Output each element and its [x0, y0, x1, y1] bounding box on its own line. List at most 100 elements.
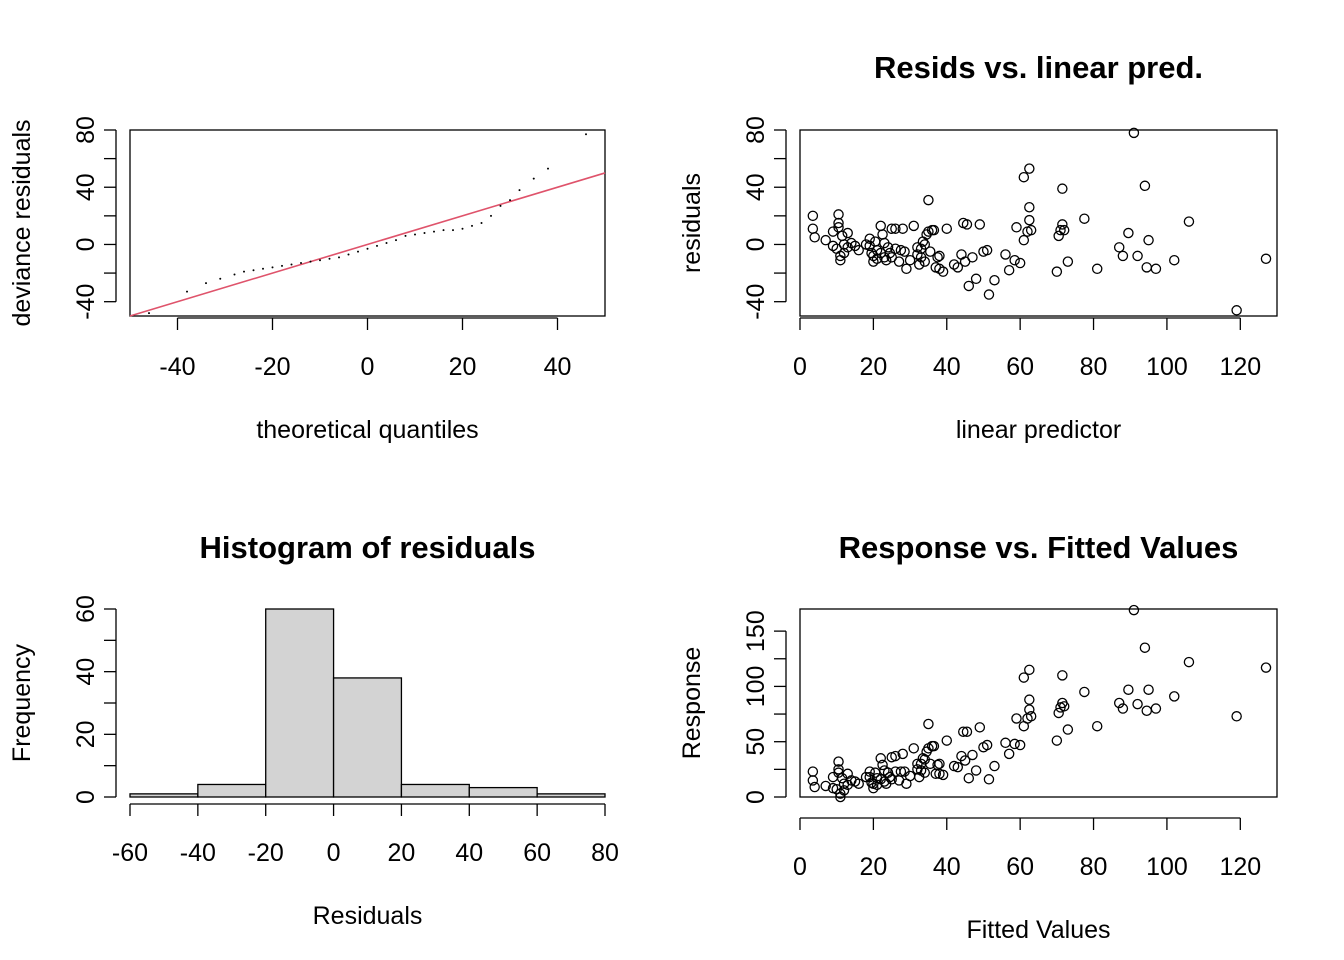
qq-point [309, 260, 312, 263]
histogram-bar [265, 608, 335, 798]
chart-title: Response vs. Fitted Values [839, 530, 1239, 565]
scatter-point [875, 220, 886, 232]
marks [129, 608, 606, 798]
scatter-point [981, 244, 993, 256]
scatter-point [1014, 257, 1026, 269]
scatter-point [1024, 163, 1035, 174]
scatter-point [1024, 704, 1035, 715]
scatter-point [833, 209, 844, 220]
scatter-point [952, 262, 964, 273]
scatter-point [877, 229, 888, 240]
scatter-point [1113, 697, 1125, 709]
scatter-point [868, 250, 879, 262]
x-tick-label: -40 [159, 353, 195, 381]
scatter-point [1260, 253, 1272, 265]
scatter-point [901, 263, 912, 275]
scatter-point [1141, 705, 1152, 716]
scatter-point [948, 259, 960, 270]
x-tick-label: 40 [933, 353, 961, 381]
x-axis-label: Fitted Values [966, 916, 1110, 944]
x-tick-label: 40 [455, 839, 483, 867]
x-tick-label: 0 [793, 853, 807, 881]
qq-point [205, 282, 207, 285]
scatter-point [809, 781, 820, 793]
scatter-point [1183, 216, 1195, 227]
chart-title: Resids vs. linear pred. [874, 50, 1203, 85]
qq-point [252, 269, 255, 272]
scatter-point [919, 767, 931, 778]
scatter-point [1113, 242, 1125, 253]
scatter-point [1055, 224, 1066, 236]
qq-point [471, 224, 473, 227]
histogram-bar [332, 677, 403, 798]
qq-point [442, 229, 445, 232]
scatter-point [864, 233, 875, 244]
x-tick-label: 80 [591, 839, 619, 867]
y-tick-label: -40 [742, 284, 770, 320]
x-axis: 0 20 40 60 80 100 120 [793, 817, 1261, 881]
qq-point [243, 270, 245, 273]
scatter-point [934, 250, 945, 262]
x-tick-label: 60 [1006, 353, 1034, 381]
scatter-point [1025, 224, 1037, 236]
scatter-point [842, 227, 853, 239]
scatter-point [1009, 738, 1020, 750]
y-axis: -40 0 40 80 [742, 116, 787, 320]
qq-point [366, 247, 369, 250]
x-tick-label: 20 [449, 353, 477, 381]
scatter-point [914, 259, 925, 270]
scatter-point [890, 243, 901, 255]
histogram-bar [197, 783, 267, 798]
scatter-point [884, 771, 896, 783]
qq-point [395, 239, 397, 242]
qq-point [376, 244, 378, 247]
plot-frame [799, 608, 1278, 798]
scatter-point [835, 788, 846, 799]
scatter-point [1024, 202, 1035, 213]
scatter-point [1079, 213, 1090, 224]
qq-reference-line [129, 172, 606, 317]
qq-point [338, 256, 340, 259]
scatter-point [1139, 642, 1151, 653]
scatter-point [1053, 707, 1064, 719]
x-tick-label: 60 [1006, 853, 1034, 881]
histogram-bar [400, 783, 470, 798]
qq-point [547, 167, 549, 170]
qq-point [404, 234, 407, 237]
x-tick-label: 100 [1146, 853, 1188, 881]
scatter-point [868, 782, 879, 794]
qq-point [490, 214, 492, 217]
qq-point [262, 267, 264, 270]
y-tick-label: 50 [742, 728, 770, 756]
scatter-point [1150, 703, 1162, 714]
qq-point [461, 227, 464, 230]
scatter-point [974, 219, 986, 230]
scatter-point [897, 223, 908, 234]
scatter-point [967, 749, 978, 761]
scatter-point [886, 223, 897, 234]
y-tick-label: 150 [742, 610, 770, 652]
scatter-point [1062, 256, 1074, 267]
scatter-point [1123, 227, 1134, 239]
scatter-point [868, 256, 879, 267]
scatter-point [807, 775, 819, 786]
x-axis: -40 -20 0 20 40 [159, 317, 571, 381]
scatter-point [1057, 219, 1068, 230]
scatter-point [904, 254, 916, 266]
scatter-point [970, 765, 982, 776]
scatter-point [1024, 664, 1035, 676]
scatter-point [853, 244, 864, 256]
y-axis: 0 20 40 60 [72, 595, 117, 804]
y-tick-label: 20 [72, 720, 100, 748]
qq-point [328, 257, 331, 260]
scatter-point [1057, 183, 1068, 194]
scatter-point [1011, 713, 1022, 724]
panel-4: Response vs. Fitted Values 0 20 40 60 80 100 12… [678, 530, 1278, 944]
scatter-point [809, 232, 820, 243]
scatter-point [1169, 691, 1180, 702]
x-tick-label: 120 [1219, 353, 1261, 381]
scatter-point [897, 748, 908, 760]
y-tick-label: 80 [72, 116, 100, 144]
scatter-point [1231, 711, 1242, 722]
